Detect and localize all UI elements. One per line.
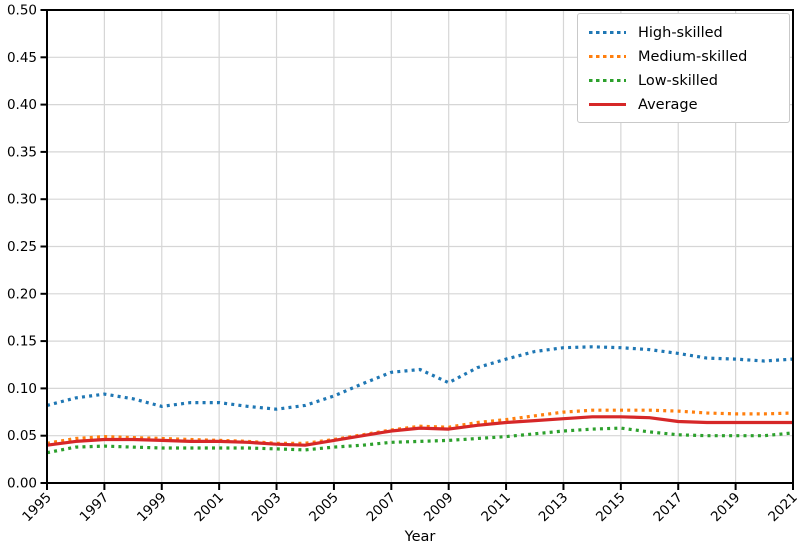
- legend-label-high-skilled: High-skilled: [638, 24, 723, 41]
- x-tick-label: 2011: [478, 490, 514, 526]
- legend-item-medium-skilled: Medium-skilled: [589, 46, 779, 67]
- y-tick-label: 0.50: [7, 3, 37, 19]
- axis-ticks: [40, 9, 794, 490]
- y-tick-label: 0.30: [7, 192, 37, 208]
- y-tick-label: 0.45: [7, 50, 37, 66]
- legend-label-average: Average: [638, 96, 698, 113]
- x-tick-label: 2009: [421, 490, 457, 526]
- y-tick-label: 0.10: [7, 381, 37, 397]
- x-tick-label: 2013: [536, 490, 572, 526]
- y-tick-label: 0.25: [7, 239, 37, 255]
- legend-item-low-skilled: Low-skilled: [589, 70, 779, 91]
- legend-marker-high-skilled-line: [589, 30, 626, 35]
- legend-label-medium-skilled: Medium-skilled: [638, 48, 748, 65]
- x-tick-label: 1995: [19, 490, 55, 526]
- x-tick-label: 2019: [708, 490, 744, 526]
- legend-item-high-skilled: High-skilled: [589, 22, 779, 43]
- y-tick-label: 0.20: [7, 286, 37, 302]
- legend-marker-low-skilled-line: [589, 78, 626, 83]
- x-tick-label: 1997: [77, 490, 113, 526]
- legend-marker-average-line: [589, 102, 626, 107]
- legend: High-skilled Medium-skilled Low-skilled …: [577, 13, 790, 123]
- legend-marker-medium-skilled-line: [589, 54, 626, 59]
- x-tick-label: 2015: [593, 490, 629, 526]
- x-tick-label: 2001: [191, 490, 227, 526]
- y-tick-label: 0.35: [7, 144, 37, 160]
- y-tick-label: 0.40: [7, 97, 37, 113]
- series-line-low-skilled: [46, 426, 794, 455]
- series-line-average: [46, 415, 793, 447]
- x-tick-label: 2005: [306, 490, 342, 526]
- x-tick-label: 2021: [765, 490, 800, 526]
- x-tick-label: 2007: [364, 490, 400, 526]
- x-axis-label: Year: [404, 529, 436, 545]
- x-tick-label: 2003: [249, 490, 285, 526]
- legend-label-low-skilled: Low-skilled: [638, 72, 718, 89]
- y-tick-label: 0.15: [7, 334, 37, 350]
- x-tick-label: 2017: [650, 490, 686, 526]
- x-tick-label: 1999: [134, 490, 170, 526]
- y-tick-label: 0.05: [7, 428, 37, 444]
- y-tick-label: 0.00: [7, 476, 37, 492]
- series-line-high-skilled: [46, 345, 794, 411]
- series-line-medium-skilled: [46, 408, 794, 445]
- legend-item-average: Average: [589, 94, 779, 115]
